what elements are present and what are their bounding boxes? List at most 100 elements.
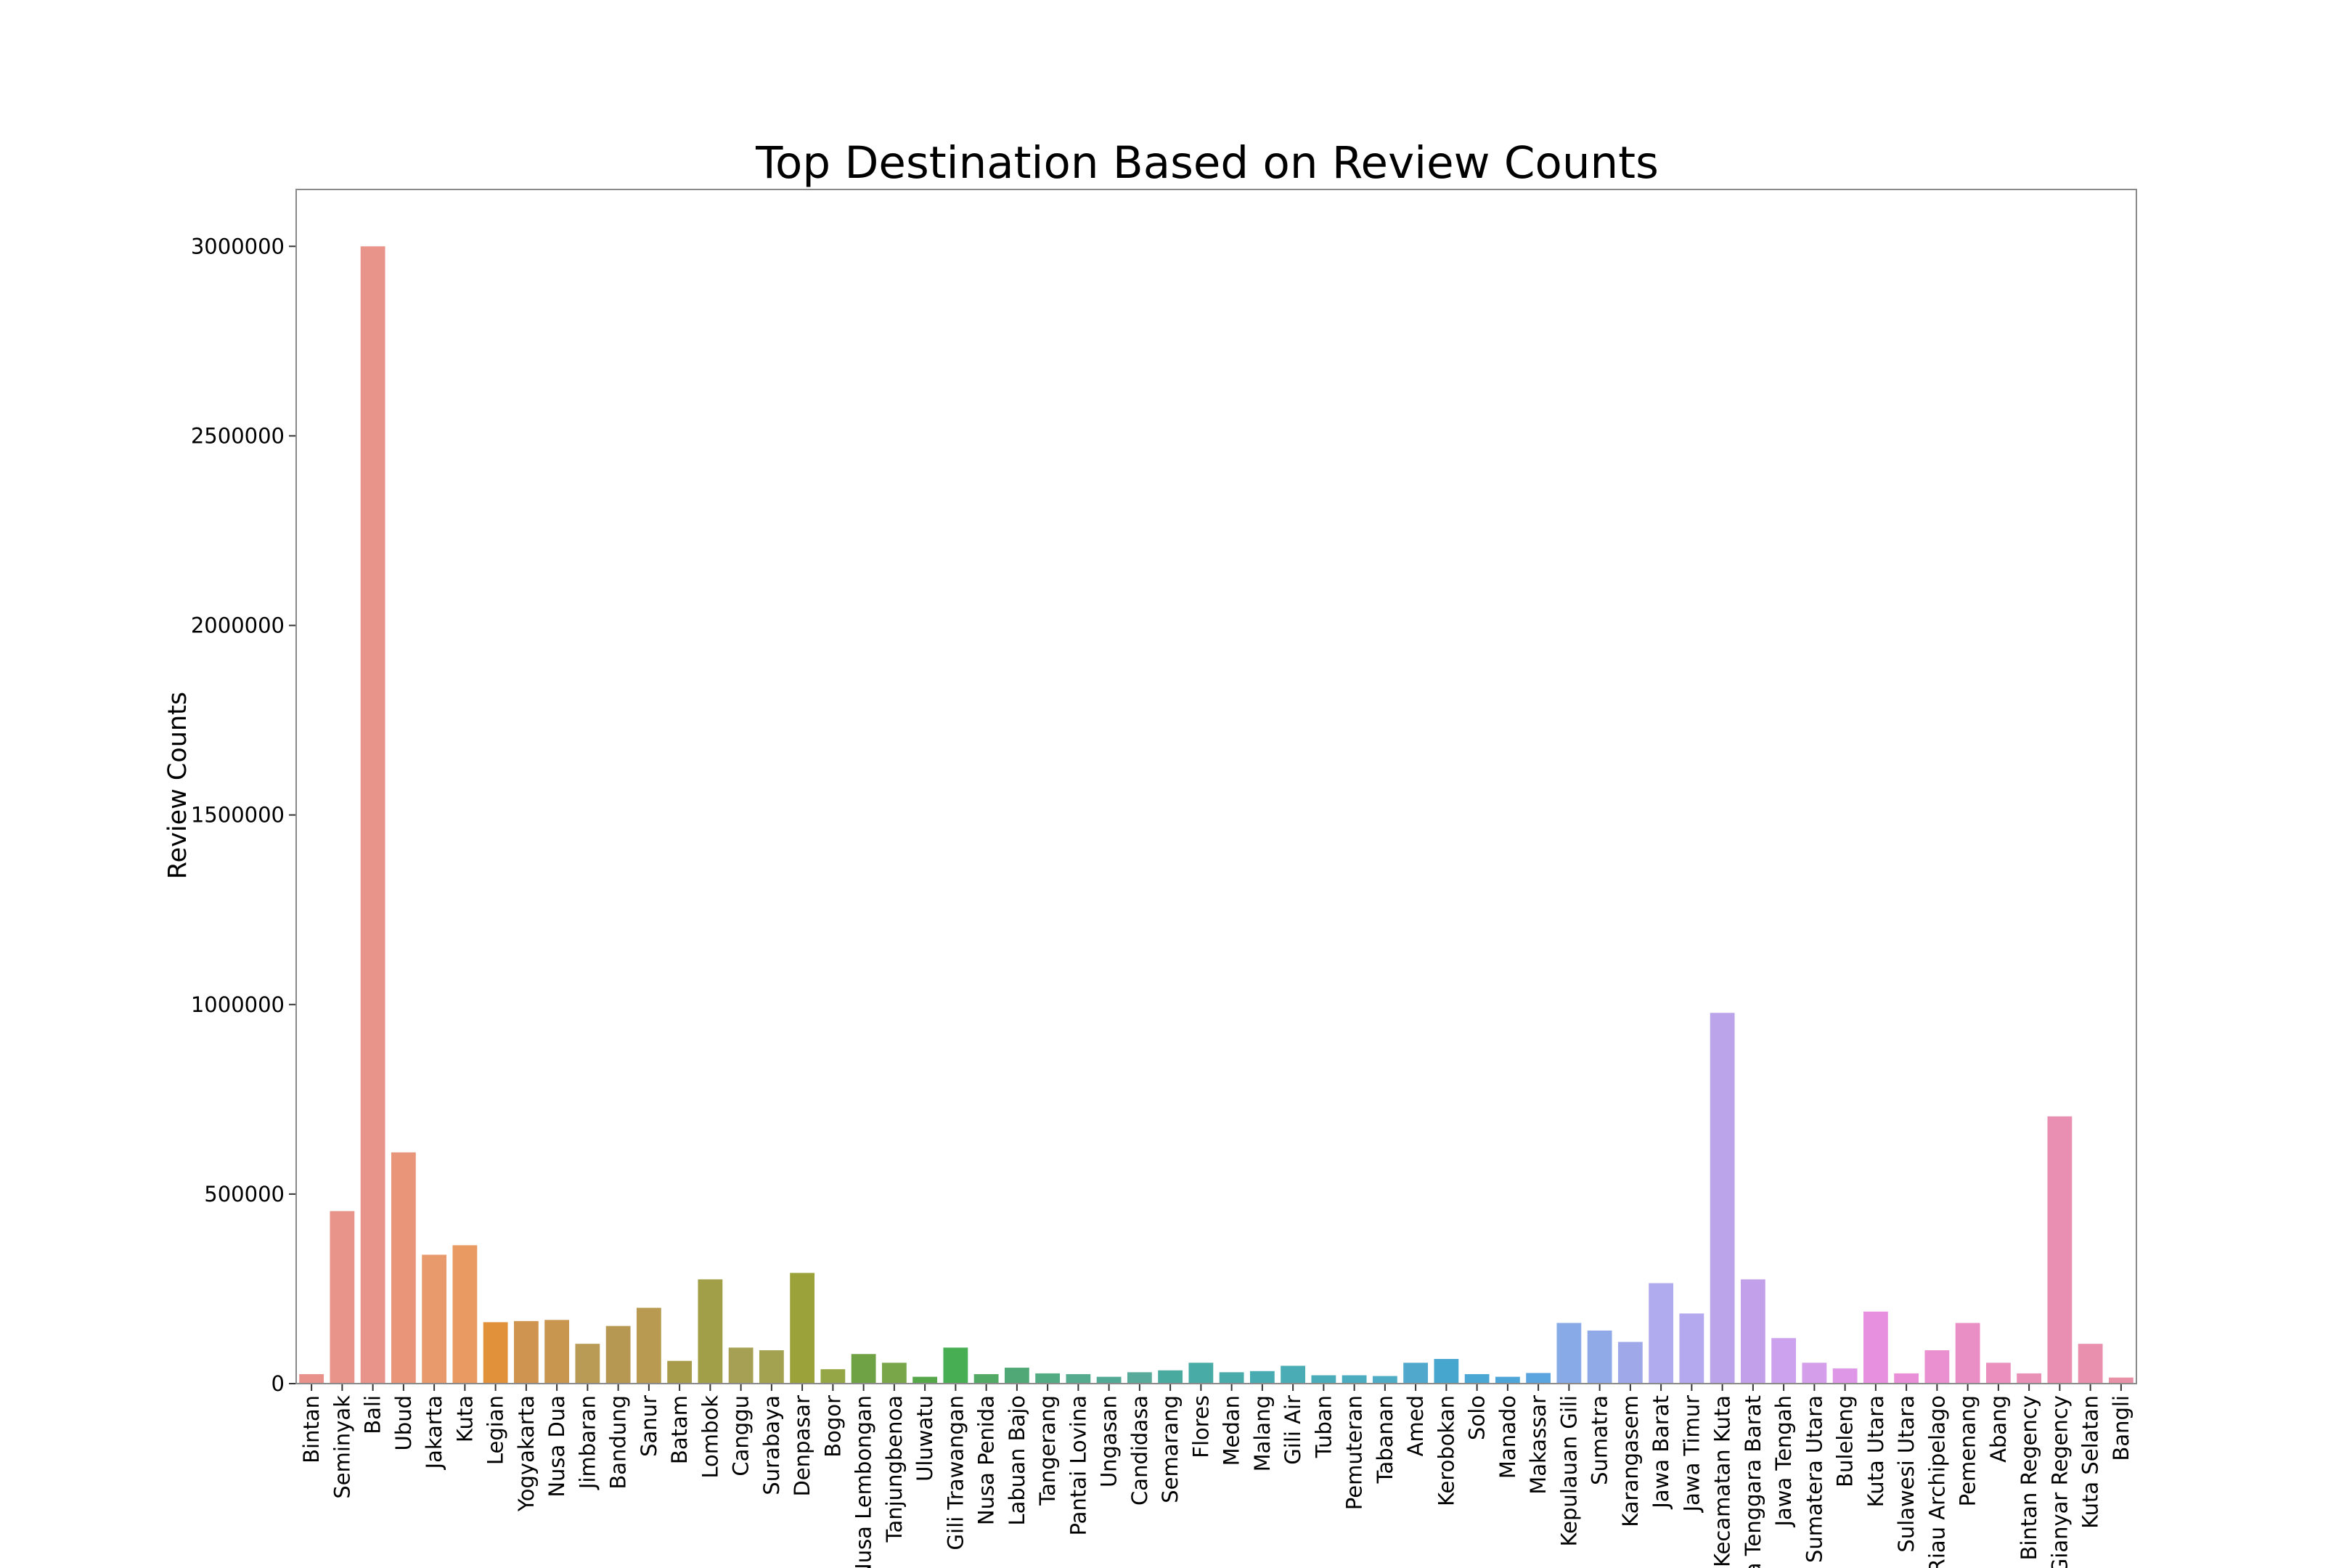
x-tick-label: Kepulauan Gili xyxy=(1556,1395,1581,1546)
y-tick-label: 3000000 xyxy=(191,234,285,258)
bar xyxy=(1158,1370,1183,1384)
bar xyxy=(2047,1116,2073,1384)
plot-area-frame xyxy=(295,189,2137,1384)
bar xyxy=(544,1320,570,1384)
x-axis-ticks: Bintan Seminyak Bali Ubud Jakarta Kuta Legian Y… xyxy=(299,1384,2133,1568)
bar xyxy=(973,1373,999,1384)
bar xyxy=(881,1363,907,1384)
x-tick-label: Amed xyxy=(1403,1395,1428,1456)
x-tick-label: Riau Archipelago xyxy=(1924,1395,1949,1568)
bar xyxy=(1924,1350,1950,1384)
bar xyxy=(851,1354,876,1384)
x-tick-label: Bogor xyxy=(820,1395,845,1458)
x-tick-label: Jawa Barat xyxy=(1649,1395,1673,1510)
x-tick-label: Karangasem xyxy=(1618,1395,1643,1527)
bar xyxy=(1894,1373,1919,1384)
bar xyxy=(728,1347,754,1384)
bar xyxy=(1464,1373,1490,1384)
x-tick-label: Abang xyxy=(1986,1395,2011,1463)
x-tick-label: Surabaya xyxy=(759,1395,784,1495)
bar xyxy=(391,1152,416,1384)
bar xyxy=(636,1307,661,1384)
x-tick-label: Sulawesi Utara xyxy=(1894,1395,1919,1553)
bar xyxy=(1771,1338,1797,1384)
x-tick-label: Sumatra xyxy=(1588,1395,1612,1485)
bar xyxy=(1434,1359,1459,1384)
bar xyxy=(360,246,385,1384)
x-tick-label: Kerobokan xyxy=(1434,1395,1458,1506)
y-tick-label: 2000000 xyxy=(191,613,285,638)
y-tick-label: 1000000 xyxy=(191,992,285,1017)
bar xyxy=(759,1350,784,1384)
bar xyxy=(1342,1375,1367,1384)
bar xyxy=(483,1322,508,1384)
x-tick-label: Bandung xyxy=(606,1395,631,1490)
x-tick-label: Bali xyxy=(361,1395,385,1434)
bar xyxy=(912,1376,938,1384)
bar xyxy=(513,1320,539,1384)
bar xyxy=(575,1344,600,1384)
bar xyxy=(667,1360,693,1384)
x-tick-label: Lombok xyxy=(698,1395,722,1479)
bar xyxy=(1556,1323,1582,1384)
y-tick-label: 500000 xyxy=(204,1182,285,1206)
bar xyxy=(452,1245,478,1384)
x-tick-label: Nusa Lembongan xyxy=(852,1395,876,1568)
x-tick-label: Kuta Selatan xyxy=(2078,1395,2103,1529)
bar xyxy=(422,1254,447,1384)
x-tick-label: Bintan xyxy=(299,1395,324,1463)
bar xyxy=(1679,1313,1704,1384)
x-tick-label: Bintan Regency xyxy=(2017,1395,2041,1561)
x-tick-label: Flores xyxy=(1188,1395,1213,1458)
x-tick-label: Pantai Lovina xyxy=(1066,1395,1090,1536)
x-tick-label: Kuta Utara xyxy=(1863,1395,1888,1507)
y-tick-label: 2500000 xyxy=(191,423,285,448)
bar xyxy=(1985,1363,2011,1384)
y-tick-label: 1500000 xyxy=(191,803,285,828)
bar xyxy=(1526,1373,1551,1384)
bar xyxy=(605,1326,631,1384)
chart-title: Top Destination Based on Review Counts xyxy=(755,137,1659,189)
x-tick-label: Kecamatan Kuta xyxy=(1710,1395,1735,1567)
bar xyxy=(1649,1283,1674,1384)
x-tick-label: Pemenang xyxy=(1956,1395,1980,1506)
bar xyxy=(1004,1368,1029,1384)
bar xyxy=(330,1211,355,1384)
bar xyxy=(1249,1371,1275,1384)
x-tick-label: Buleleng xyxy=(1833,1395,1858,1487)
x-tick-label: Labuan Bajo xyxy=(1005,1395,1029,1526)
bar xyxy=(1495,1376,1520,1384)
x-tick-label: Ungasan xyxy=(1097,1395,1122,1487)
x-tick-label: Gianyar Regency xyxy=(2047,1395,2072,1568)
x-tick-label: Gili Air xyxy=(1281,1395,1305,1465)
x-tick-label: Denpasar xyxy=(790,1395,814,1497)
x-tick-label: Pemuteran xyxy=(1342,1395,1367,1510)
x-tick-label: Jakarta xyxy=(422,1395,446,1470)
bar xyxy=(1740,1279,1765,1384)
bar xyxy=(1955,1323,1980,1384)
bars-group xyxy=(299,246,2133,1384)
bar xyxy=(1710,1013,1735,1384)
bar xyxy=(1587,1330,1612,1384)
bar xyxy=(2017,1373,2042,1384)
bar xyxy=(1311,1375,1336,1384)
x-tick-label: Jawa Tengah xyxy=(1771,1395,1796,1528)
bar xyxy=(1863,1311,1888,1384)
x-tick-label: Batam xyxy=(667,1395,692,1464)
y-tick-label: 0 xyxy=(271,1371,285,1396)
bar xyxy=(1035,1373,1061,1384)
bar xyxy=(1066,1373,1091,1384)
x-tick-label: Bangli xyxy=(2109,1395,2133,1461)
x-tick-label: Malang xyxy=(1250,1395,1275,1471)
bar xyxy=(790,1273,815,1384)
x-tick-label: Legian xyxy=(483,1395,508,1465)
bar xyxy=(1127,1372,1152,1384)
x-tick-label: Tanjungbenoa xyxy=(882,1395,907,1543)
bar xyxy=(698,1279,723,1384)
x-tick-label: Jawa Timur xyxy=(1679,1395,1704,1514)
x-tick-label: Ubud xyxy=(391,1395,416,1450)
x-tick-label: Nusa Dua xyxy=(544,1395,569,1498)
x-tick-label: Yogyakarta xyxy=(514,1395,539,1512)
x-tick-label: Jimbaran xyxy=(575,1395,600,1490)
